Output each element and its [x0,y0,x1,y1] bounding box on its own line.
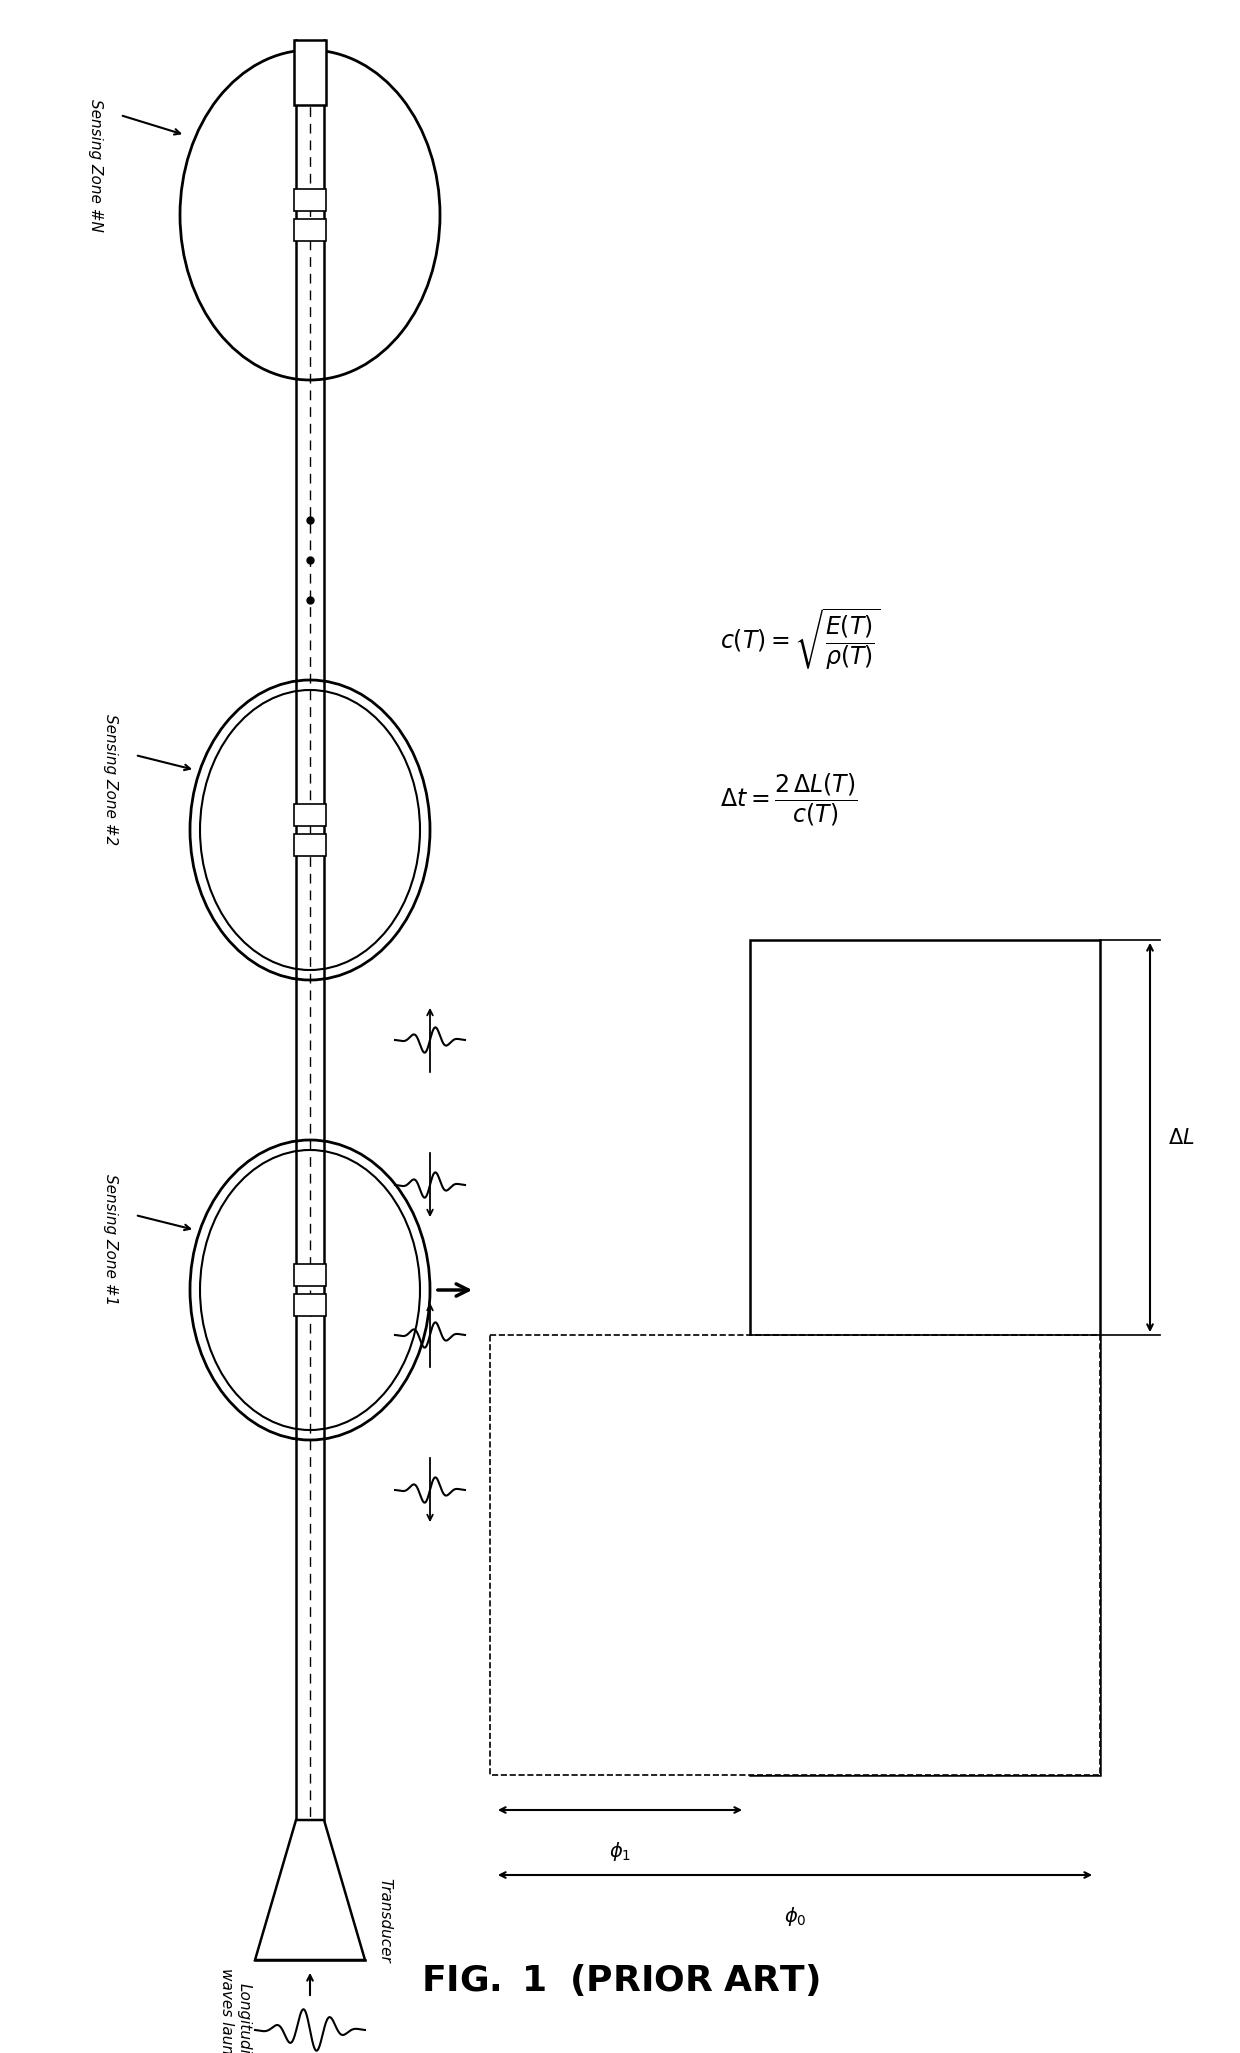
Bar [294,834,326,856]
Text: Longitudinal
waves launched: Longitudinal waves launched [218,1969,252,2053]
Bar [294,220,326,240]
Bar [750,940,1100,1776]
Text: $\phi_1$: $\phi_1$ [609,1839,631,1862]
Polygon shape [255,1821,365,1961]
Text: $\Delta L$: $\Delta L$ [1168,1127,1194,1148]
Bar [294,189,326,211]
Bar [294,1293,326,1316]
Text: Sensing Zone #2: Sensing Zone #2 [103,714,118,846]
Bar [490,1334,1100,1776]
Text: Sensing Zone #1: Sensing Zone #1 [103,1174,118,1306]
Text: $c(T) = \sqrt{\dfrac{E(T)}{\rho(T)}}$: $c(T) = \sqrt{\dfrac{E(T)}{\rho(T)}}$ [720,608,880,673]
Bar [294,1265,326,1285]
Text: Sensing Zone #N: Sensing Zone #N [88,99,103,232]
Text: $\Delta t = \dfrac{2\,\Delta L(T)}{c(T)}$: $\Delta t = \dfrac{2\,\Delta L(T)}{c(T)}… [720,772,858,827]
Bar [294,805,326,825]
Text: $\bf{FIG.\ 1}$  $\bf{(PRIOR\ ART)}$: $\bf{FIG.\ 1}$ $\bf{(PRIOR\ ART)}$ [420,1963,820,1998]
Text: $\phi_0$: $\phi_0$ [784,1905,806,1928]
Bar [294,39,326,105]
Text: Transducer: Transducer [377,1878,392,1963]
